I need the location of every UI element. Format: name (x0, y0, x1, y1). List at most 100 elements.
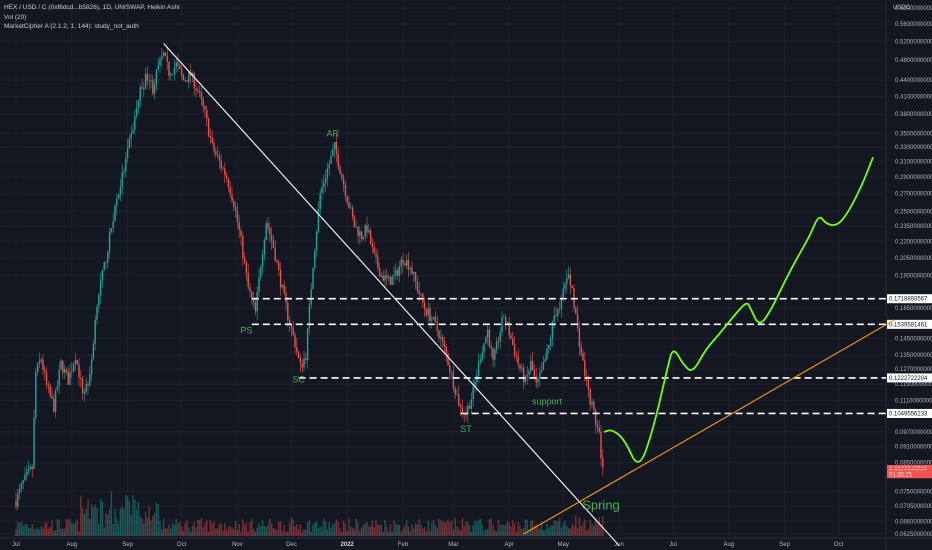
volume-bar (476, 522, 478, 536)
price-tick-label: 0.1450000000 (895, 336, 932, 342)
volume-bar (373, 527, 375, 536)
volume-bar (121, 505, 123, 536)
candle-body (67, 371, 69, 385)
volume-bar (323, 518, 325, 536)
time-tick-label: Jul (12, 542, 20, 548)
volume-bar (521, 529, 523, 536)
volume-bar (173, 524, 176, 536)
candle-body (434, 316, 437, 322)
volume-bar (141, 518, 143, 536)
candle-body (80, 377, 82, 379)
symbol-title[interactable]: HEX / USD / C (0xf6dcd...b5826), 1D, UNI… (4, 4, 180, 11)
candle-body (177, 62, 179, 66)
price-tick-label: 0.1900000000 (895, 273, 932, 279)
candle-body (164, 52, 167, 56)
price-tick-label: 0.5200000000 (895, 39, 932, 45)
volume-bar (506, 520, 509, 536)
candle-body (270, 234, 273, 241)
volume-bar (146, 517, 149, 536)
candle-body (324, 178, 327, 184)
volume-bar (539, 528, 541, 536)
volume-bar (355, 518, 357, 536)
candle-body (238, 221, 240, 231)
candle-body (513, 344, 516, 356)
candle-body (198, 91, 201, 93)
candle-body (206, 109, 208, 119)
volume-bar (602, 515, 604, 536)
candle-body (83, 391, 86, 394)
candle-body (141, 87, 143, 90)
candle-body (510, 335, 512, 339)
candle-body (157, 65, 159, 70)
candle-body (495, 341, 498, 350)
volume-bar (170, 528, 172, 536)
volume-bar (33, 528, 35, 536)
volume-bar (407, 525, 410, 536)
volume-bar (398, 524, 401, 536)
volume-bar (225, 530, 228, 536)
candle-body (413, 271, 415, 274)
candle-body (252, 298, 255, 303)
candle-body (114, 205, 116, 222)
time-axis[interactable]: Jul Aug Sep Oct Nov Dec 2022 Feb Mar Apr May Jun Jul… (12, 542, 843, 548)
volume-bar (27, 527, 30, 536)
candle-body (272, 240, 275, 248)
volume-bar (375, 520, 377, 536)
time-tick-label: Jun (614, 542, 624, 548)
volume-bar (211, 524, 213, 536)
price-axis[interactable]: USDC 0.6000000000 0.5600000000 0.520000000… (893, 5, 932, 538)
volume-bar (58, 519, 60, 536)
volume-bar (542, 530, 545, 536)
volume-bar (42, 528, 44, 536)
candle-body (528, 370, 530, 375)
volume-bar (213, 521, 215, 536)
volume-bar (535, 523, 537, 536)
candle-body (546, 348, 548, 359)
candle-body (112, 221, 114, 229)
candle-body (58, 369, 60, 386)
volume-bar (405, 520, 408, 536)
candle-body (76, 360, 78, 365)
volume-indicator-label[interactable]: Vol (20) (4, 13, 27, 21)
volume-bar (341, 531, 343, 536)
candle-body (144, 73, 147, 89)
candle-body (571, 285, 573, 289)
volume-bar (40, 526, 42, 536)
candle-body (116, 198, 118, 206)
candle-body (146, 73, 149, 81)
candle-body (353, 216, 356, 228)
volume-bar (49, 526, 51, 536)
candle-body (508, 322, 510, 336)
volume-bar (310, 531, 312, 536)
candle-body (274, 247, 276, 261)
candle-body (492, 348, 494, 360)
candle-body (537, 378, 539, 383)
volume-bar (186, 520, 188, 536)
volume-bar (557, 521, 559, 536)
marketcipher-indicator-label[interactable]: MarketCipher A (2.1.2, 1, 144): study_no… (4, 23, 139, 30)
price-tick-label: 0.2500000000 (895, 210, 932, 216)
candle-body (330, 155, 332, 164)
candle-body (598, 427, 600, 432)
candle-body (445, 346, 447, 354)
candle-body (69, 372, 71, 385)
candle-body (560, 299, 563, 310)
candle-body (126, 148, 129, 159)
candle-body (130, 132, 132, 139)
volume-bar (76, 519, 78, 536)
volume-bar (380, 525, 383, 536)
volume-bar (85, 509, 87, 536)
price-tick-label: 0.0850000000 (895, 460, 932, 466)
volume-bar (283, 524, 285, 536)
candle-body (161, 56, 163, 60)
volume-bar (335, 519, 338, 536)
candle-body (535, 376, 537, 383)
candle-body (378, 267, 381, 277)
price-tick-label: 0.6000000000 (895, 6, 932, 12)
candle-body (283, 284, 285, 293)
candles (15, 47, 604, 510)
volume-bar (342, 520, 345, 536)
volume-bar (162, 518, 165, 536)
volume-bar (252, 528, 255, 536)
volume-bar (231, 527, 233, 536)
